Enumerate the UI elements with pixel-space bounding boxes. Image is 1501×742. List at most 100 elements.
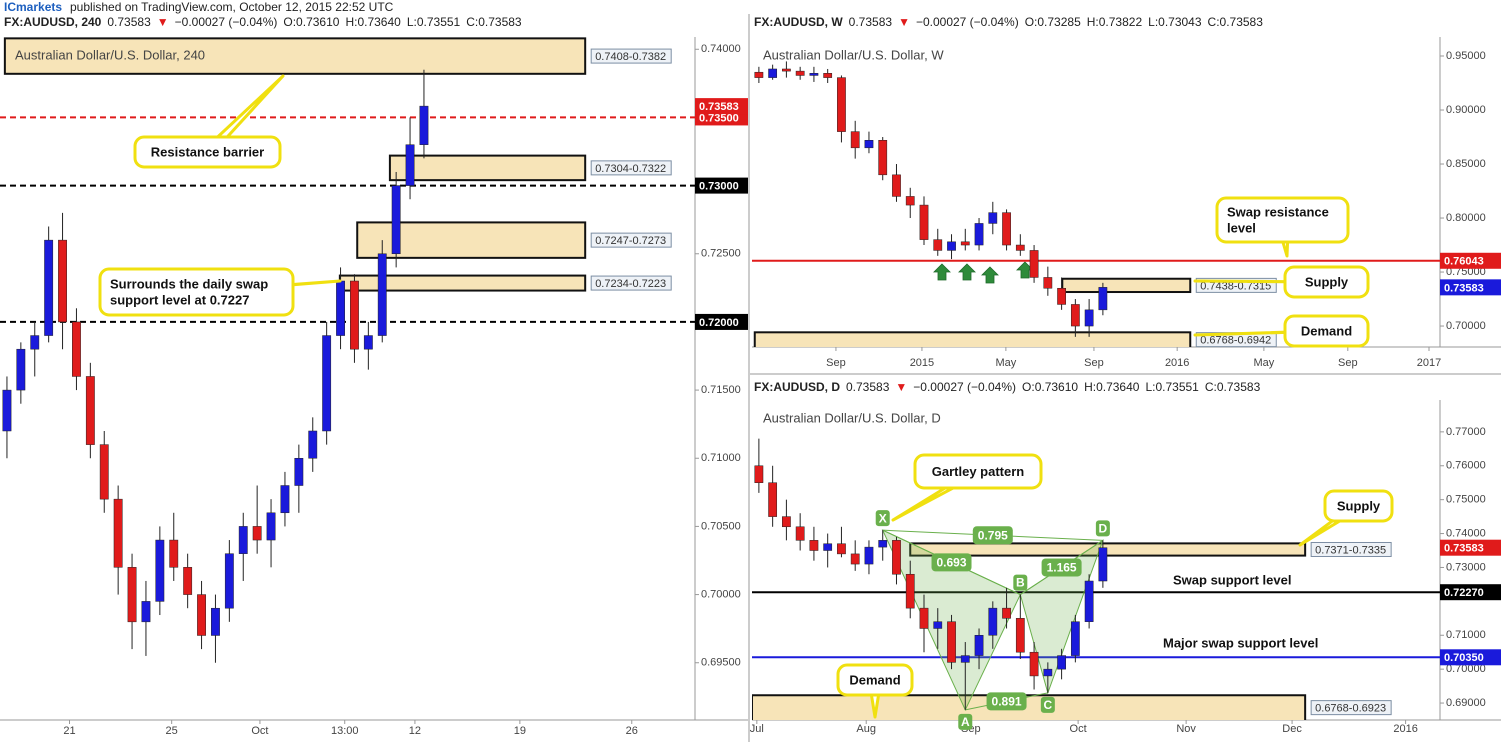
x-tick-label: 2016 xyxy=(1393,723,1417,735)
zone xyxy=(752,694,1307,720)
candle-body xyxy=(795,526,805,541)
callout-text: Surrounds the daily swap xyxy=(110,276,268,291)
zone-label: 0.6768-0.6942 xyxy=(1195,332,1277,348)
candle-body xyxy=(30,335,40,350)
candle-body xyxy=(1029,651,1039,677)
y-tick-label: 0.85000 xyxy=(1446,158,1486,170)
zone-label: 0.7304-0.7322 xyxy=(590,160,672,176)
quote-close: C:0.73583 xyxy=(1205,380,1261,394)
zone xyxy=(1061,277,1192,294)
candle-body xyxy=(919,607,929,629)
zone-label-text: 0.7234-0.7223 xyxy=(595,278,666,290)
y-tick-label: 0.69000 xyxy=(1446,697,1486,709)
y-tick-label: 0.76000 xyxy=(1446,460,1486,472)
quote-symbol: FX:AUDUSD, D xyxy=(754,380,840,394)
candle-body xyxy=(1098,547,1108,582)
zone xyxy=(909,542,1307,557)
candle-body xyxy=(252,526,262,541)
last-price-label: 0.73583 xyxy=(699,101,739,113)
candle-body xyxy=(782,68,791,72)
candle-body xyxy=(85,376,95,445)
point-label: D xyxy=(1099,522,1108,536)
candle-body xyxy=(1002,212,1011,246)
candle-body xyxy=(1084,309,1094,327)
quote-last: 0.73583 xyxy=(846,380,890,394)
callout-text: Swap resistance xyxy=(1227,204,1329,219)
zone-label-box xyxy=(590,232,672,248)
x-tick-label: May xyxy=(1253,357,1274,369)
candle-body xyxy=(795,70,805,76)
zone-label-text: 0.7438-0.7315 xyxy=(1200,280,1271,292)
quote-high: H:0.73640 xyxy=(345,15,401,29)
quote-change: −0.00027 (−0.04%) xyxy=(916,15,1019,29)
candle-body xyxy=(933,239,943,251)
point-label: C xyxy=(1044,698,1053,712)
x-tick-label: Aug xyxy=(856,723,876,735)
candle-body xyxy=(336,280,345,336)
up-arrow xyxy=(958,263,976,281)
ratio-label: 0.795 xyxy=(978,528,1008,542)
plot-area xyxy=(752,438,1440,720)
x-tick-label: May xyxy=(995,357,1016,369)
last-price-tag xyxy=(1440,279,1501,296)
candle-body xyxy=(1084,580,1094,622)
candle-body xyxy=(350,280,359,350)
candle-body xyxy=(905,573,915,609)
candle-body xyxy=(113,498,123,568)
ratio-box xyxy=(972,526,1013,545)
y-tick-label: 0.71000 xyxy=(1446,629,1486,641)
price-tag xyxy=(695,177,748,194)
candle-body xyxy=(988,607,998,636)
zone-label: 0.6768-0.6923 xyxy=(1310,700,1392,716)
price-tag xyxy=(1440,252,1501,269)
candle-body xyxy=(837,543,846,555)
x-tick-label: Jul xyxy=(750,723,764,735)
point-label: B xyxy=(1016,576,1025,590)
candle-body xyxy=(947,241,956,251)
zone-label: 0.7247-0.7273 xyxy=(590,232,672,248)
y-tick-label: 0.74000 xyxy=(1446,527,1486,539)
candle-body xyxy=(197,594,206,636)
header-text: published on TradingView.com, October 12… xyxy=(70,0,394,14)
quote-last: 0.73583 xyxy=(849,15,893,29)
zone-label-box xyxy=(590,48,672,64)
x-tick-label: 25 xyxy=(166,725,178,737)
callout-box xyxy=(1283,265,1370,299)
level-label: Swap support level xyxy=(1173,572,1291,587)
candle-body xyxy=(878,140,888,176)
point-box xyxy=(1013,574,1028,591)
x-tick-label: Oct xyxy=(251,725,268,737)
quote-low: L:0.73551 xyxy=(407,15,461,29)
up-arrow xyxy=(933,263,951,281)
candle-body xyxy=(850,553,860,565)
candle-body xyxy=(141,601,151,623)
candle-body xyxy=(1057,655,1066,670)
quote-low: L:0.73043 xyxy=(1148,15,1202,29)
candle-body xyxy=(1070,304,1080,327)
callout-box xyxy=(133,135,282,169)
quote-symbol: FX:AUDUSD, 240 xyxy=(4,15,102,29)
candle-body xyxy=(211,607,220,636)
zone-label-box xyxy=(1310,541,1392,557)
candle-body xyxy=(405,144,415,186)
price-tag-label: 0.73000 xyxy=(699,181,739,193)
candle-body xyxy=(155,539,165,602)
x-tick-label: 2017 xyxy=(1417,357,1441,369)
candle-body xyxy=(837,77,846,132)
zone-label-text: 0.7304-0.7322 xyxy=(595,163,666,175)
x-tick-label: 26 xyxy=(626,725,638,737)
x-tick-label: Sep xyxy=(1338,357,1358,369)
zone-label-box xyxy=(590,160,672,176)
quote-close: C:0.73583 xyxy=(1208,15,1264,29)
zone xyxy=(356,221,587,259)
price-tag-label: 0.76043 xyxy=(1444,256,1484,268)
y-tick-label: 0.77000 xyxy=(1446,426,1486,438)
chart-title: Australian Dollar/U.S. Dollar, D xyxy=(763,410,941,425)
last-price-label: 0.73583 xyxy=(1444,543,1484,555)
zone-label-text: 0.7408-0.7382 xyxy=(595,51,666,63)
x-tick-label: 19 xyxy=(514,725,526,737)
candle-body xyxy=(960,241,970,246)
price-tag xyxy=(1440,584,1501,601)
